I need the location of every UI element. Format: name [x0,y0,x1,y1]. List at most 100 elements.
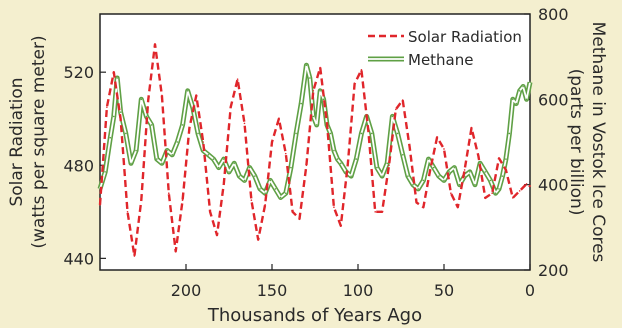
solar-point [112,71,115,73]
methane-point [238,175,241,177]
y-left-axis-label-line-2: (watts per square meter) [29,35,49,248]
solar-point [133,255,136,257]
solar-point [278,117,280,120]
solar-point [443,148,445,150]
solar-point [106,106,108,108]
methane-point [259,188,261,190]
methane-point [370,132,373,135]
methane-point [391,115,394,118]
solar-point [436,136,438,139]
methane-point [401,154,404,156]
solar-point [518,190,521,192]
solar-point [353,83,356,85]
solar-point [319,66,321,69]
methane-point [448,171,450,173]
methane-point [381,175,383,177]
methane-point [186,90,189,92]
methane-point [290,166,292,169]
solar-point [463,169,466,171]
methane-point [116,77,118,79]
methane-point [176,141,179,143]
solar-point [408,145,411,148]
methane-point [140,98,143,101]
methane-point [489,179,492,182]
methane-point [484,171,487,173]
methane-point [145,115,148,118]
methane-point [217,166,220,169]
solar-point [161,94,163,97]
solar-point [340,224,342,227]
methane-point [171,154,174,156]
methane-point [155,158,158,160]
methane-point [312,115,315,118]
methane-point [161,162,163,165]
methane-point [333,149,335,152]
methane-point [376,166,378,169]
methane-series-inner [99,64,531,199]
solar-point [491,192,493,194]
methane-point [233,162,235,165]
solar-point [168,192,170,194]
legend-solar-label: Solar Radiation [408,28,522,46]
methane-point [498,188,500,190]
methane-point [417,188,420,190]
solar-point [154,43,156,46]
methane-point [112,115,115,118]
solar-point [202,141,204,143]
y-right-axis-label-line-1: Methane in Vostok Ice Cores [588,22,608,263]
solar-point [429,169,432,171]
x-tick-label: 150 [257,281,288,300]
solar-point [367,129,370,132]
methane-point [512,98,514,101]
solar-point [271,141,273,143]
methane-point [469,171,471,173]
methane-point [529,81,531,84]
methane-point [474,183,476,186]
solar-point [456,206,459,208]
methane-point [438,175,440,177]
solar-point [422,206,425,208]
solar-point [291,211,294,213]
solar-point [223,183,225,185]
solar-point [126,211,129,213]
solar-point [401,99,404,101]
solar-point [388,164,390,167]
ticks: 200 150 100 50 0 440 480 520 200 400 600 800 [63,5,568,300]
methane-point [300,102,303,105]
methane-point [223,158,225,160]
solar-point [174,250,177,253]
methane-point [360,132,363,135]
legend-methane-label: Methane [408,51,474,69]
methane-point [295,132,297,135]
methane-point [340,162,342,165]
methane-point [248,166,251,169]
methane-point [505,158,507,160]
solar-point [477,155,480,157]
methane-point [412,183,414,186]
solar-point [250,199,253,201]
solar-point [529,185,531,188]
solar-point [505,169,507,171]
y-left-tick-label: 440 [63,249,94,268]
y-left-tick-label: 480 [63,156,94,175]
methane-point [479,162,481,165]
solar-point [312,90,315,92]
solar-point [450,192,452,194]
y-right-tick-label: 200 [538,261,569,280]
methane-point [305,64,308,66]
methane-point [269,179,272,182]
methane-point [135,149,137,152]
methane-point [264,192,266,194]
solar-point [209,211,211,213]
methane-point [453,166,456,169]
methane-point [319,90,321,92]
methane-point [274,188,277,190]
methane-point [432,166,435,169]
plot-frame [99,13,531,271]
solar-point [395,108,397,111]
x-tick-label: 50 [434,281,454,300]
methane-point [508,132,511,135]
solar-point [333,206,335,208]
solar-point [188,127,191,129]
solar-point [470,127,473,129]
